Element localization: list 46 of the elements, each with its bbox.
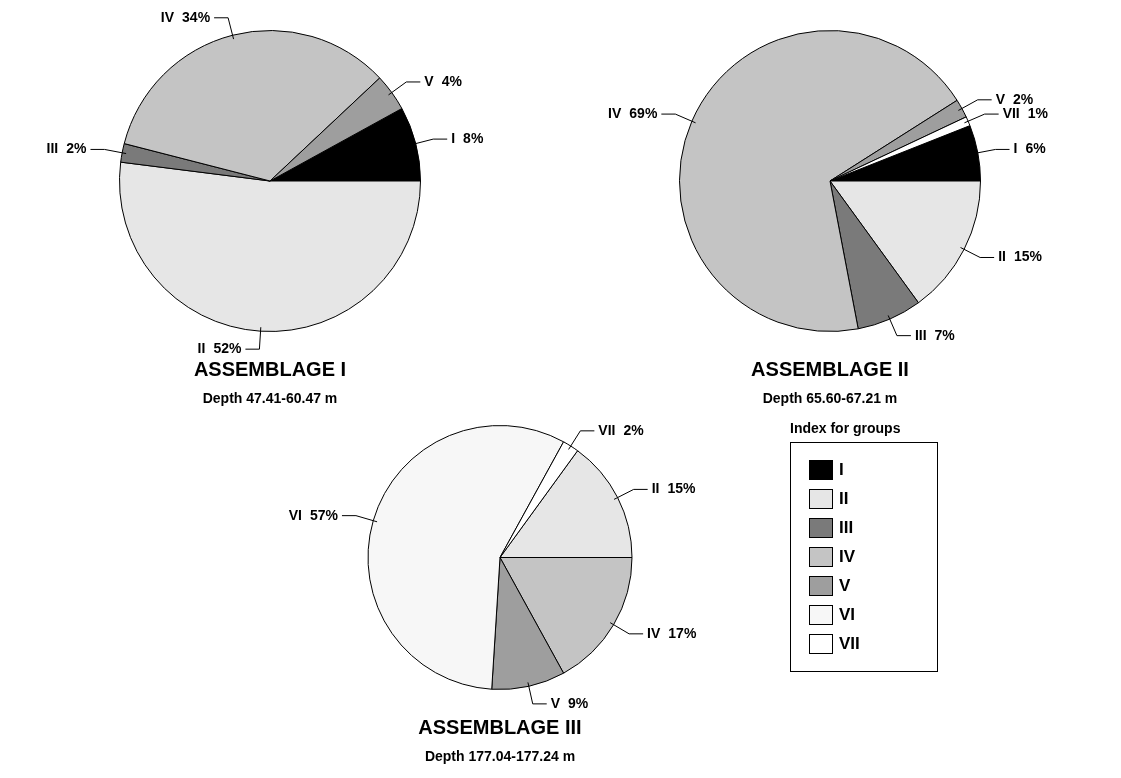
slice-label: V — [424, 72, 435, 89]
category-label: III — [839, 518, 854, 538]
category-label: VI — [839, 605, 856, 625]
data-label: 69% — [629, 104, 658, 121]
data-label: 57% — [309, 506, 339, 523]
slice-label: V — [550, 694, 561, 711]
data-label: 4% — [441, 72, 463, 89]
category-label: I — [839, 460, 844, 480]
text: Depth 47.41-60.47 m — [202, 389, 338, 406]
data-label: 7% — [934, 326, 956, 343]
data-label: 34% — [182, 8, 211, 25]
data-label: 52% — [213, 340, 242, 357]
slice-label: V — [995, 90, 1006, 107]
legend-title: Index for groups — [790, 420, 902, 436]
data-label: 15% — [1013, 248, 1043, 265]
slice-label: III — [46, 140, 59, 157]
data-label: 2% — [1013, 90, 1034, 107]
slice-label: IV — [608, 104, 622, 121]
data-label: 6% — [1025, 140, 1047, 157]
text: Depth 65.60-67.21 m — [762, 389, 898, 406]
data-label: 2% — [66, 140, 88, 157]
slice-label: VII — [598, 421, 616, 438]
slice-label: II — [197, 340, 206, 357]
slice-label: IV — [647, 624, 661, 641]
data-label: 2% — [623, 421, 645, 438]
category-label: IV — [839, 547, 856, 567]
category-label: VII — [839, 634, 860, 654]
category-label: V — [839, 576, 851, 596]
text: ASSEMBLAGE III — [418, 715, 582, 738]
slice-label: I — [451, 129, 456, 146]
data-label: 15% — [667, 480, 696, 497]
data-label: 9% — [568, 694, 589, 711]
text: ASSEMBLAGE I — [193, 357, 347, 380]
data-label: 8% — [463, 129, 484, 146]
data-label: 17% — [668, 624, 697, 641]
slice-label: II — [998, 248, 1006, 265]
slice-label: IV — [160, 8, 175, 25]
slice-label: II — [651, 480, 660, 497]
slice-label: I — [1013, 140, 1018, 157]
slice-label: VI — [288, 506, 302, 523]
data-label: 1% — [1027, 104, 1049, 121]
slice-label: VII — [1002, 104, 1020, 121]
category-label: II — [839, 489, 849, 509]
text: ASSEMBLAGE II — [751, 357, 909, 380]
text: Depth 177.04-177.24 m — [424, 747, 576, 764]
slice-label: III — [914, 326, 927, 343]
